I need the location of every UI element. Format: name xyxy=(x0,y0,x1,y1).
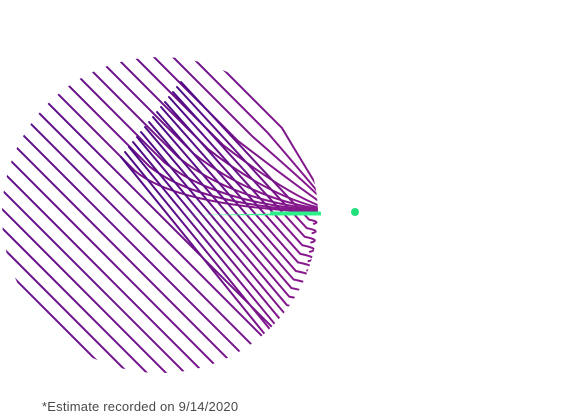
stripe-return xyxy=(176,86,317,235)
stripe xyxy=(2,57,318,373)
diagonal-stripes xyxy=(2,57,318,373)
stripe xyxy=(2,57,318,373)
stripe xyxy=(2,57,318,211)
stripe xyxy=(2,68,307,373)
stripe xyxy=(2,125,250,373)
stripe xyxy=(2,96,279,373)
accent-bar xyxy=(270,211,321,216)
accent-dot xyxy=(351,208,359,216)
stripe xyxy=(2,58,317,373)
stripe-return xyxy=(152,116,312,291)
stripe-return xyxy=(180,81,318,225)
stripe xyxy=(2,57,318,210)
stripe xyxy=(2,57,318,214)
stripe-return xyxy=(172,91,316,244)
stripe xyxy=(2,57,318,373)
stripe xyxy=(2,57,318,373)
stripe xyxy=(2,57,318,212)
stripe xyxy=(2,57,318,373)
stripe-return xyxy=(128,146,307,347)
stripe xyxy=(79,57,318,205)
stripe xyxy=(2,57,318,211)
stripe-return xyxy=(168,96,316,253)
stripe xyxy=(2,57,318,373)
stripe xyxy=(60,57,318,206)
stripe xyxy=(2,57,318,373)
stripe xyxy=(2,57,318,373)
stripe xyxy=(2,57,318,210)
stripe xyxy=(2,57,318,373)
stripe xyxy=(117,57,318,204)
stripe xyxy=(2,57,318,373)
stripe xyxy=(2,153,222,373)
footnote: *Estimate recorded on 9/14/2020 xyxy=(42,399,239,414)
stripe-return xyxy=(164,101,315,263)
stripe xyxy=(2,57,318,373)
stripe xyxy=(3,57,318,209)
